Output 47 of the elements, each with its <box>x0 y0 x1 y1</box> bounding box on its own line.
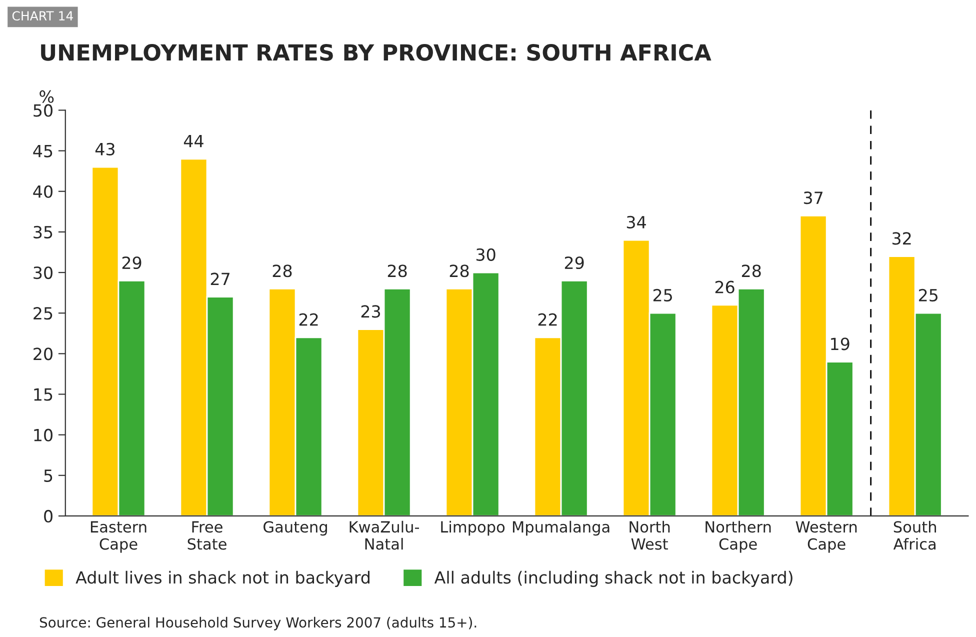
legend-label: All adults (including shack not in backyard) <box>434 570 792 587</box>
x-tick-label: Northern Cape <box>706 520 771 553</box>
y-tick-label: 20 <box>34 348 52 360</box>
y-tick-label: 0 <box>44 510 52 523</box>
legend-label: Adult lives in shack not in backyard <box>76 570 370 587</box>
x-tick-label: Free State <box>188 521 226 550</box>
y-tick-label: 45 <box>33 144 52 158</box>
y-tick-label: 10 <box>34 428 52 442</box>
data-label: 28 <box>450 264 469 278</box>
x-tick-label: Mpumalanga <box>512 520 610 536</box>
chart-title: UNEMPLOYMENT RATES BY PROVINCE: SOUTH AFRICA <box>41 44 712 61</box>
y-tick-label: 35 <box>34 226 52 238</box>
x-tick-label: Western Cape <box>796 521 857 553</box>
data-label: 27 <box>210 272 230 286</box>
y-tick-label: 5 <box>44 470 52 482</box>
x-tick-label: North West <box>630 520 670 550</box>
x-tick-label: KwaZulu- Natal <box>350 520 420 550</box>
data-label: 32 <box>892 232 911 245</box>
data-label: 19 <box>831 338 850 350</box>
source-note: Source: General Household Survey Workers 2007 (adults 15+). <box>40 616 476 630</box>
data-label: 28 <box>272 264 292 278</box>
data-label: 22 <box>538 313 557 326</box>
data-label: 29 <box>122 256 142 270</box>
data-label: 25 <box>918 288 938 302</box>
data-label: 30 <box>476 248 496 261</box>
y-axis-title: % <box>40 90 54 103</box>
y-tick-label: 15 <box>34 388 52 401</box>
x-tick-label: Gauteng <box>264 521 327 536</box>
data-label: 37 <box>804 192 822 204</box>
data-label: 28 <box>388 264 407 278</box>
caption: CHART 14 <box>12 11 73 21</box>
y-tick-label: 50 <box>34 104 52 117</box>
y-tick-label: 30 <box>34 266 52 280</box>
y-tick-label: 25 <box>34 307 52 320</box>
data-label: 22 <box>299 313 318 326</box>
data-label: 43 <box>95 142 114 156</box>
data-label: 25 <box>653 288 672 302</box>
data-label: 44 <box>184 134 204 148</box>
data-label: 29 <box>564 256 584 270</box>
data-label: 26 <box>715 280 734 294</box>
y-tick-label: 40 <box>33 185 52 198</box>
x-tick-label: Limpopo <box>441 520 505 536</box>
x-tick-label: South Africa <box>893 520 936 550</box>
data-label: 34 <box>626 216 646 228</box>
x-tick-label: Eastern Cape <box>90 521 146 553</box>
data-label: 23 <box>361 305 380 318</box>
data-label: 28 <box>742 264 761 278</box>
